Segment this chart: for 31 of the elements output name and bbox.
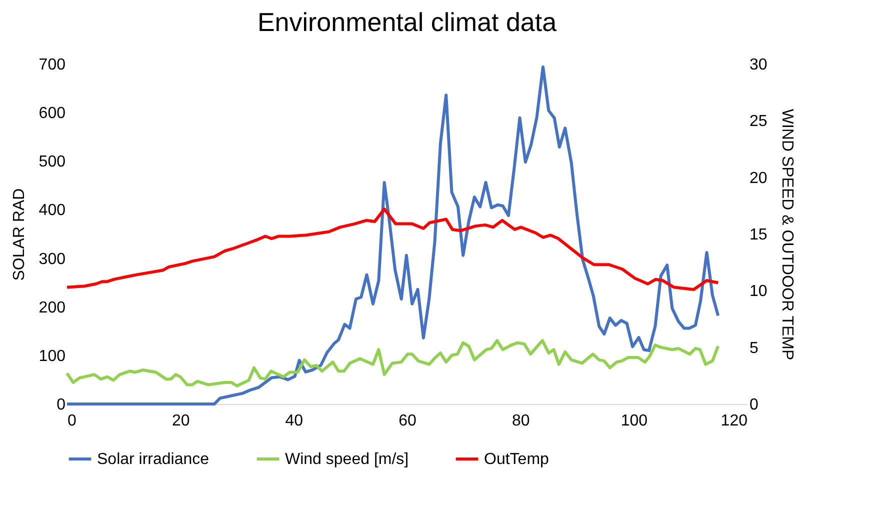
x-tick-label: 0 <box>68 412 76 430</box>
y2-tick-label: 20 <box>750 170 768 187</box>
y-tick-label: 300 <box>38 250 66 268</box>
y-tick-label: 500 <box>38 154 66 171</box>
x-tick-label: 20 <box>172 412 190 430</box>
y2-tick-label: 10 <box>750 283 768 300</box>
y2-tick-label: 0 <box>750 396 758 414</box>
chart-title: Environmental climat data <box>257 7 558 37</box>
x-tick-label: 60 <box>398 412 416 430</box>
x-tick-label: 40 <box>285 412 304 430</box>
x-tick-label: 100 <box>620 412 648 430</box>
x-tick-label: 80 <box>512 412 530 430</box>
y-tick-label: 100 <box>38 348 66 365</box>
legend-label: Solar irradiance <box>97 451 210 468</box>
line-series <box>66 65 720 406</box>
y-tick-label: 600 <box>38 105 66 122</box>
y2-axis-title: WIND SPEED & OUTDOOR TEMP <box>778 108 796 360</box>
line-series <box>66 208 720 292</box>
y2-tick-label: 15 <box>750 226 768 244</box>
legend-label: OutTemp <box>484 451 550 468</box>
y-tick-label: 400 <box>38 202 66 220</box>
y2-tick-label: 30 <box>750 56 768 74</box>
legend-label: Wind speed [m/s] <box>285 451 409 468</box>
x-tick-label: 120 <box>720 412 748 430</box>
y-axis-title: SOLAR RAD <box>10 188 28 281</box>
line-series <box>66 339 720 388</box>
y-tick-label: 200 <box>38 299 66 316</box>
y-tick-label: 0 <box>56 396 66 414</box>
y2-tick-label: 5 <box>750 340 758 357</box>
y2-tick-label: 25 <box>750 113 768 130</box>
y-tick-label: 700 <box>38 56 66 74</box>
